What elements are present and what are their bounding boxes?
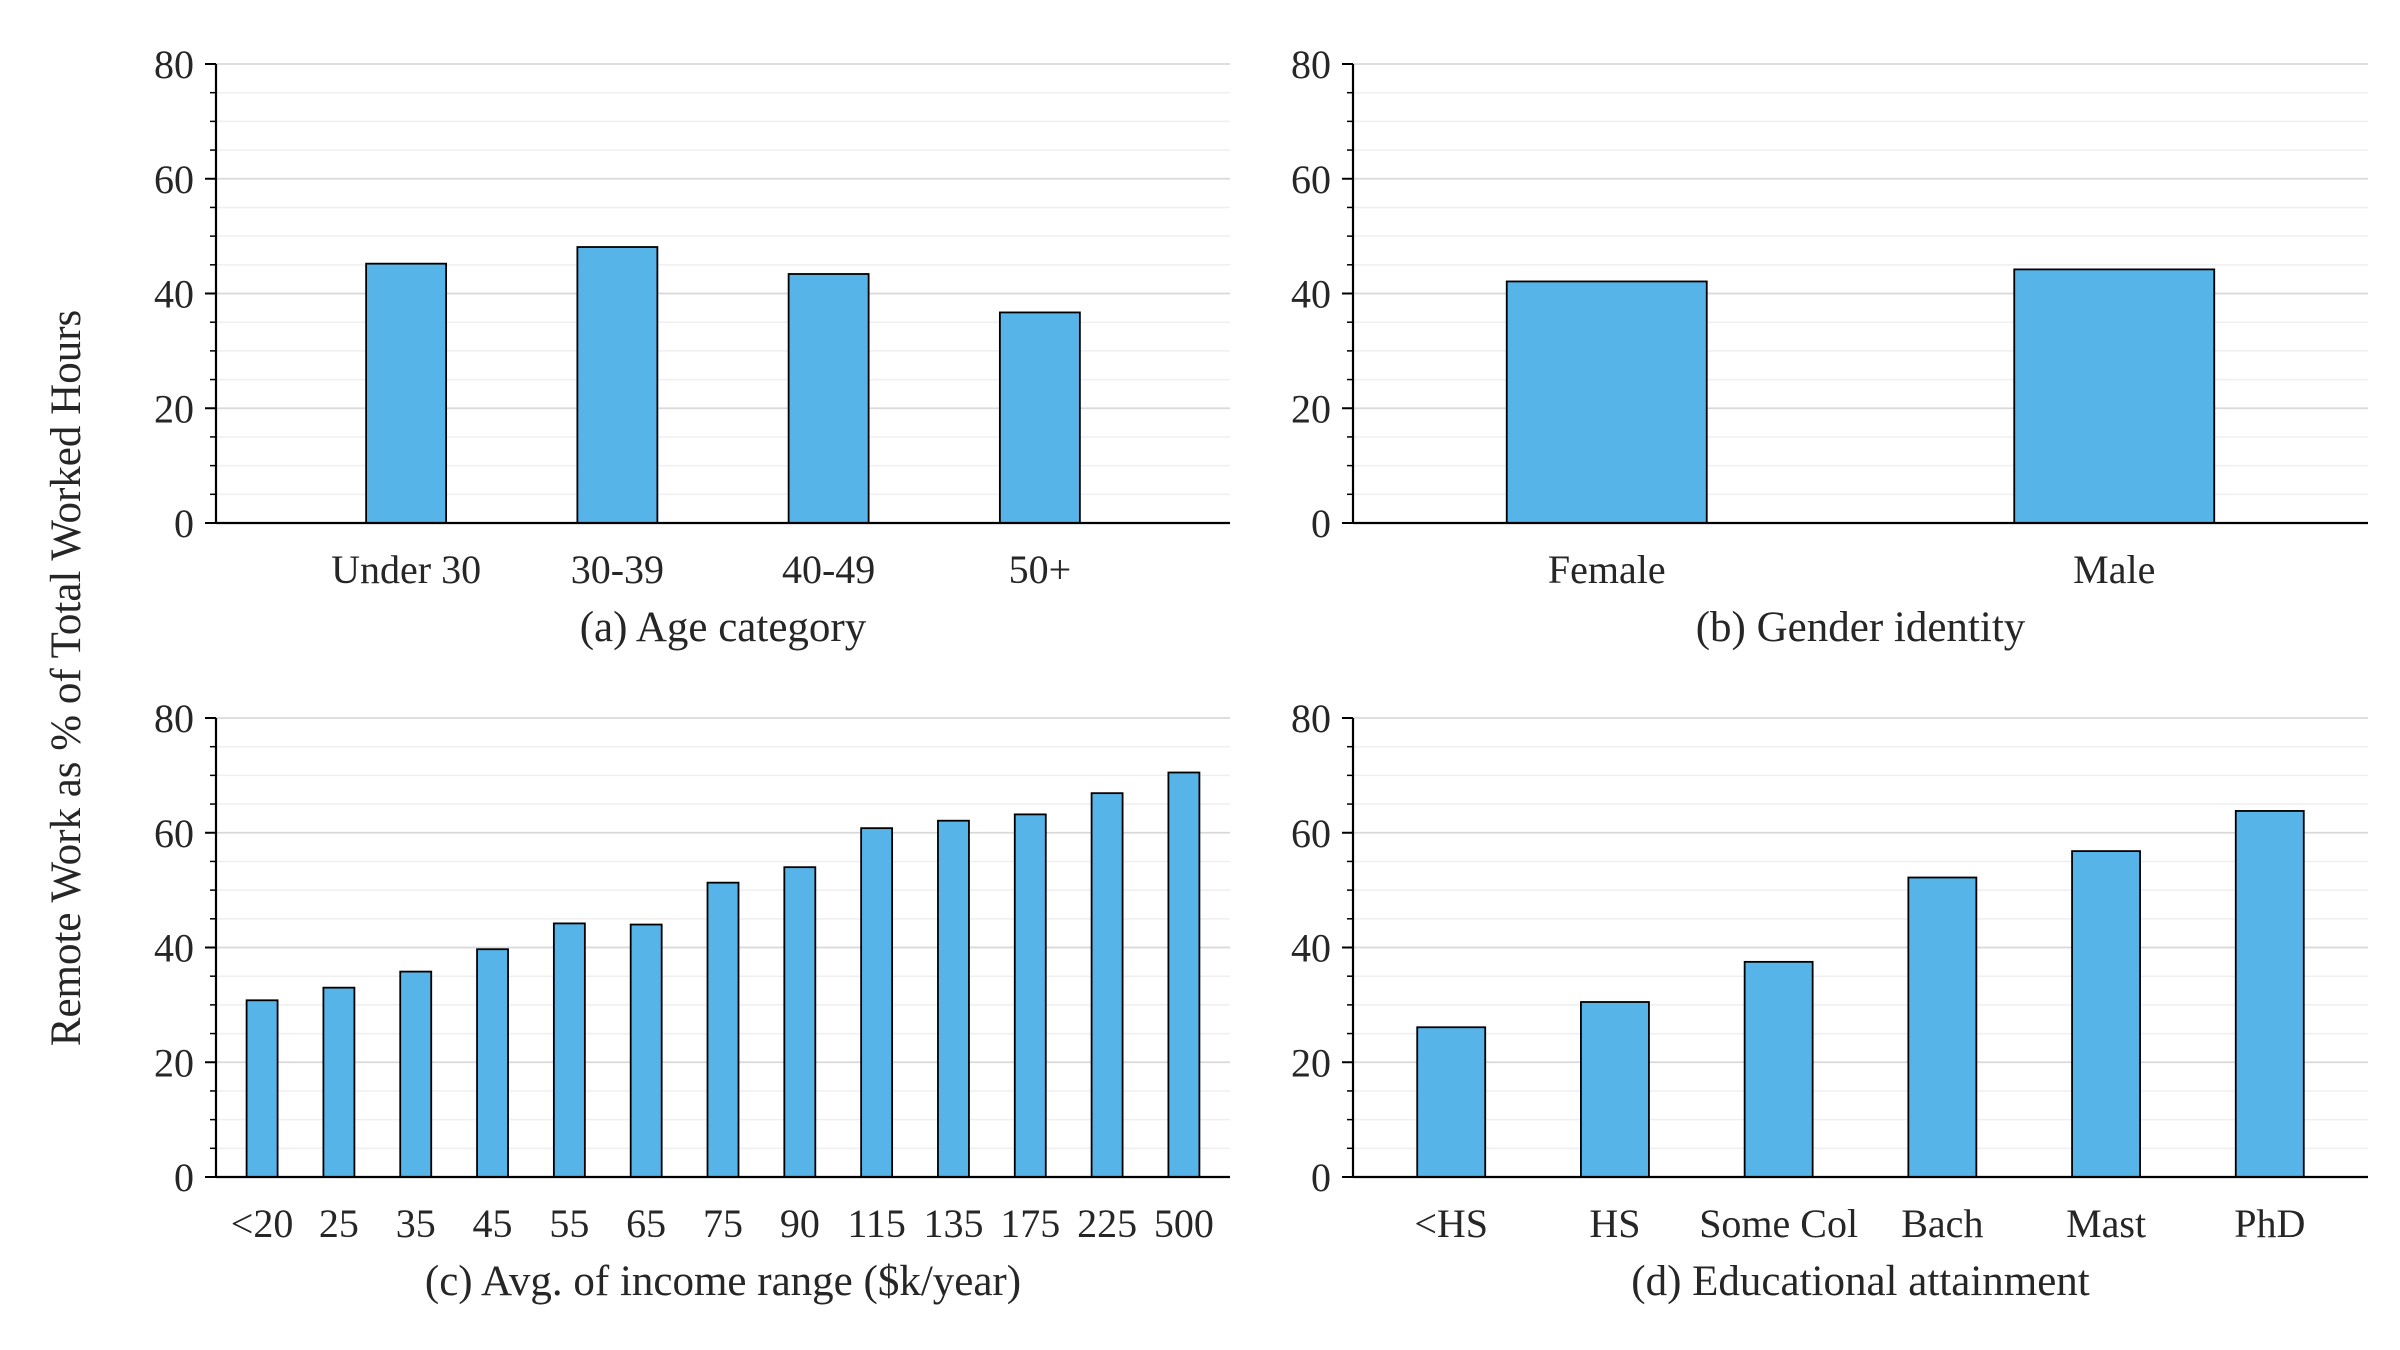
bar-education-2	[1743, 960, 1814, 1178]
bar-income-6	[706, 881, 740, 1178]
y-tick-label: 60	[154, 157, 194, 202]
y-tick-label: 0	[174, 501, 194, 546]
bar-income-3	[476, 948, 509, 1178]
y-tick-label: 60	[154, 811, 194, 856]
x-tick-label: 90	[780, 1201, 820, 1246]
y-tick-label: 40	[1291, 926, 1331, 971]
y-tick-label: 20	[154, 1040, 194, 1085]
y-tick-label: 20	[154, 386, 194, 431]
bar-income-9	[937, 819, 970, 1178]
bar-education-3	[1907, 876, 1978, 1178]
x-tick-label: 45	[473, 1201, 513, 1246]
panel-caption-gender: (b) Gender identity	[1696, 604, 2026, 651]
x-tick-label: 35	[396, 1201, 436, 1246]
bar-income-8	[860, 827, 894, 1178]
bar-age-0	[365, 262, 448, 524]
x-tick-label: <20	[231, 1201, 294, 1246]
x-tick-label: 135	[923, 1201, 983, 1246]
x-tick-label: 65	[626, 1201, 666, 1246]
bar-age-3	[998, 311, 1081, 524]
shared-y-axis-label: Remote Work as % of Total Worked Hours	[43, 310, 90, 1046]
x-tick-label: Under 30	[331, 547, 481, 592]
y-tick-label: 80	[154, 42, 194, 87]
chart-panel-education: 0 20 40 60 80 <HS HS Some Col Bach Mast PhD (d) Edu…	[1291, 696, 2368, 1305]
chart-panel-age: 0 20 40 60 80 Under 30 30-39 40-49 50+ (a) Age ca…	[154, 42, 1230, 651]
bar-education-5	[2234, 810, 2305, 1178]
bar-income-10	[1013, 813, 1047, 1178]
x-tick-label: 50+	[1009, 547, 1072, 592]
x-tick-label: Mast	[2066, 1201, 2146, 1246]
x-tick-label: 225	[1077, 1201, 1137, 1246]
x-tick-label: Male	[2073, 547, 2155, 592]
bar-income-1	[322, 986, 356, 1178]
x-tick-label: PhD	[2234, 1201, 2305, 1246]
x-tick-label: 55	[549, 1201, 589, 1246]
bar-income-12	[1167, 771, 1201, 1178]
y-tick-label: 40	[154, 272, 194, 317]
y-tick-label: 0	[1311, 501, 1331, 546]
x-tick-label: 40-49	[782, 547, 875, 592]
y-tick-label: 80	[1291, 42, 1331, 87]
y-tick-label: 60	[1291, 157, 1331, 202]
y-tick-label: 80	[154, 696, 194, 741]
y-tick-label: 40	[1291, 272, 1331, 317]
x-tick-label: 115	[847, 1201, 906, 1246]
bar-gender-1	[2013, 268, 2216, 524]
bar-income-7	[783, 866, 817, 1178]
bar-education-1	[1580, 1001, 1650, 1178]
y-tick-label: 40	[154, 926, 194, 971]
y-tick-label: 0	[1311, 1155, 1331, 1200]
bar-gender-0	[1505, 280, 1708, 524]
x-tick-label: Bach	[1901, 1201, 1983, 1246]
y-tick-label: 20	[1291, 386, 1331, 431]
bar-income-2	[399, 970, 433, 1178]
x-tick-label: Female	[1548, 547, 1666, 592]
chart-panel-income: 0 20 40 60 80 <20 25 35 45 55 65 75 90 115 135 175 225 50…	[154, 696, 1230, 1305]
chart-panel-gender: 0 20 40 60 80 Female Male (b) Gender identity	[1291, 42, 2368, 651]
bar-income-11	[1090, 792, 1124, 1178]
x-tick-label: Some Col	[1699, 1201, 1858, 1246]
bar-income-4	[552, 922, 586, 1178]
panel-caption-income: (c) Avg. of income range ($k/year)	[425, 1258, 1021, 1305]
x-tick-label: 500	[1154, 1201, 1214, 1246]
x-tick-label: 30-39	[571, 547, 664, 592]
bar-age-2	[787, 273, 870, 524]
x-tick-label: HS	[1589, 1201, 1640, 1246]
x-tick-label: 25	[319, 1201, 359, 1246]
bar-education-4	[2071, 850, 2141, 1178]
y-tick-label: 60	[1291, 811, 1331, 856]
bar-age-1	[576, 246, 659, 524]
x-tick-label: 175	[1000, 1201, 1060, 1246]
bar-income-5	[629, 923, 663, 1178]
panel-caption-age: (a) Age category	[580, 604, 867, 651]
x-tick-label: 75	[703, 1201, 743, 1246]
panel-caption-education: (d) Educational attainment	[1631, 1258, 2090, 1305]
x-tick-label: <HS	[1414, 1201, 1488, 1246]
y-tick-label: 0	[174, 1155, 194, 1200]
y-tick-label: 20	[1291, 1040, 1331, 1085]
y-tick-label: 80	[1291, 696, 1331, 741]
bar-income-0	[245, 999, 279, 1178]
bar-education-0	[1416, 1026, 1487, 1178]
